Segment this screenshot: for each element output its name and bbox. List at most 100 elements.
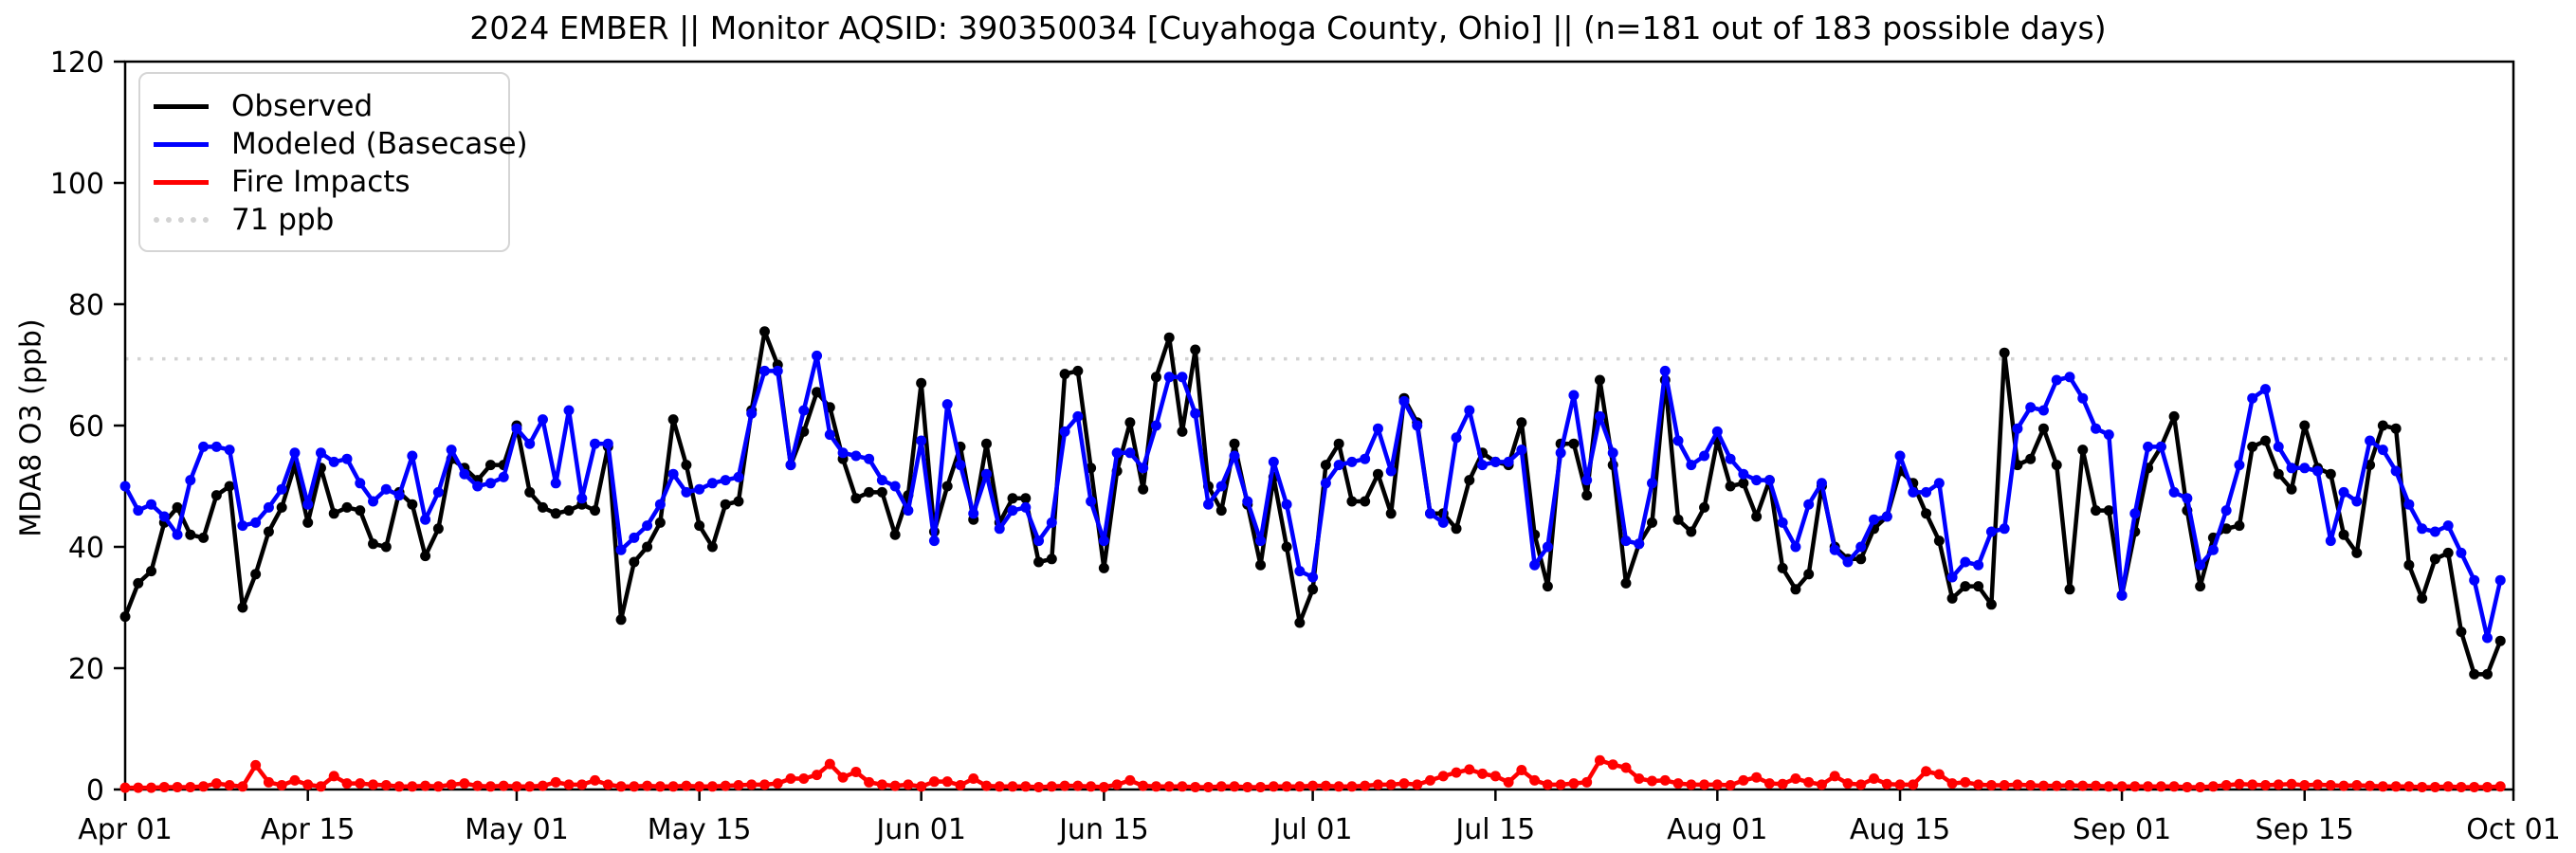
data-point <box>1072 410 1084 422</box>
data-point <box>1516 417 1527 428</box>
x-tick-label: Sep 15 <box>2256 813 2354 846</box>
data-point <box>1281 781 1292 792</box>
data-point <box>2195 559 2206 571</box>
data-point <box>446 779 457 790</box>
data-point <box>615 781 627 792</box>
data-point <box>2325 468 2336 480</box>
data-point <box>1111 447 1123 459</box>
y-tick-label: 40 <box>68 532 104 565</box>
data-point <box>1333 781 1344 792</box>
data-point <box>758 326 770 337</box>
data-point <box>1437 771 1449 782</box>
data-point <box>133 505 144 517</box>
data-point <box>1803 569 1815 580</box>
data-point <box>355 505 366 517</box>
data-point <box>472 481 484 492</box>
x-tick-label: Aug 01 <box>1667 813 1767 846</box>
data-point <box>1711 426 1723 437</box>
data-point <box>1751 475 1763 486</box>
data-point <box>355 778 366 789</box>
data-point <box>2155 781 2166 792</box>
data-point <box>667 781 679 792</box>
data-point <box>1046 554 1057 565</box>
data-point <box>119 481 131 492</box>
data-point <box>2377 420 2388 431</box>
data-point <box>1385 779 1397 790</box>
data-point <box>1098 781 1109 792</box>
data-point <box>733 496 744 507</box>
data-point <box>916 435 927 446</box>
data-point <box>2325 535 2336 547</box>
data-point <box>302 517 314 528</box>
data-point <box>1516 765 1527 776</box>
data-point <box>2143 441 2154 452</box>
data-point <box>1594 754 1605 766</box>
data-point <box>1333 438 1344 449</box>
data-point <box>1555 447 1566 459</box>
data-point <box>758 365 770 376</box>
data-point <box>1999 780 2010 791</box>
data-point <box>1568 778 1580 789</box>
legend: Observed Modeled (Basecase) Fire Impacts… <box>138 72 528 252</box>
data-point <box>1659 365 1671 376</box>
data-point <box>380 541 392 553</box>
data-point <box>1307 584 1319 595</box>
data-point <box>2168 781 2180 792</box>
data-point <box>2025 402 2037 413</box>
data-point <box>2234 778 2245 789</box>
data-point <box>407 781 418 792</box>
data-point <box>889 481 901 492</box>
data-point <box>1581 776 1593 788</box>
data-point <box>590 774 601 786</box>
data-point <box>1620 535 1632 547</box>
data-point <box>706 541 718 553</box>
data-point <box>2286 463 2297 474</box>
data-point <box>1372 468 1383 480</box>
data-point <box>980 780 992 791</box>
data-point <box>642 780 653 791</box>
data-point <box>550 776 561 788</box>
data-point <box>1790 772 1801 784</box>
data-point <box>2338 780 2349 791</box>
data-point <box>224 780 235 791</box>
data-point <box>576 779 588 790</box>
data-point <box>1007 493 1018 504</box>
data-point <box>681 486 692 498</box>
data-point <box>2390 781 2402 792</box>
data-point <box>1790 541 1801 553</box>
data-point <box>210 490 222 501</box>
data-point <box>1138 780 1149 791</box>
legend-item-modeled: Modeled (Basecase) <box>154 125 528 163</box>
data-point <box>955 780 966 791</box>
data-point <box>1489 771 1501 782</box>
data-point <box>2064 780 2075 791</box>
data-point <box>2469 668 2480 680</box>
data-point <box>1346 781 1358 792</box>
legend-item-threshold: 71 ppb <box>154 201 491 239</box>
data-point <box>393 490 405 501</box>
data-point <box>1059 369 1070 380</box>
data-point <box>328 771 339 782</box>
legend-label-fire: Fire Impacts <box>231 165 411 199</box>
data-point <box>654 499 666 510</box>
data-point <box>1307 572 1319 583</box>
data-point <box>1881 778 1892 789</box>
data-point <box>720 475 731 486</box>
data-point <box>1816 478 1827 489</box>
data-point <box>1908 486 1919 498</box>
data-point <box>2247 779 2258 790</box>
data-point <box>2234 460 2245 471</box>
data-point <box>785 772 796 784</box>
data-point <box>2403 499 2415 510</box>
data-point <box>1672 778 1684 789</box>
data-point <box>2129 508 2141 519</box>
data-point <box>368 496 379 507</box>
data-point <box>1647 775 1658 787</box>
data-point <box>1294 617 1306 628</box>
data-point <box>224 481 235 492</box>
data-point <box>1594 410 1605 422</box>
data-point <box>2273 468 2284 480</box>
data-point <box>2286 778 2297 789</box>
data-point <box>2259 384 2271 395</box>
data-point <box>1163 332 1175 343</box>
